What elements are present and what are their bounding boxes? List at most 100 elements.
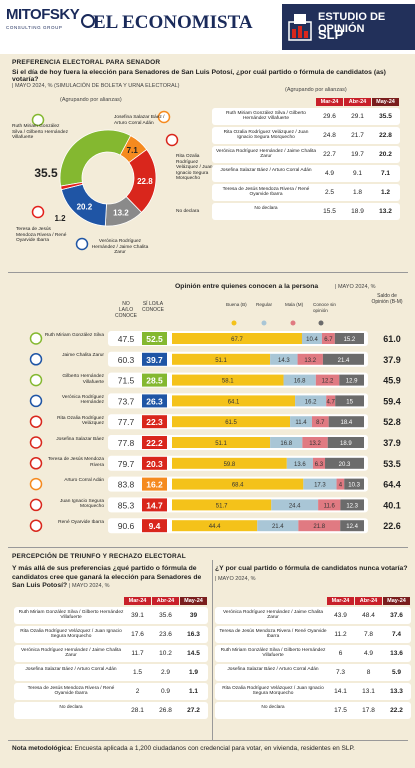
opinion-bar-label: 4.7 bbox=[327, 399, 336, 405]
table-col-header: May-24 bbox=[372, 98, 399, 106]
no-conoce-value: 90.6 bbox=[118, 521, 135, 531]
el-economista-logo: EL ECONOMISTA bbox=[93, 12, 253, 33]
table-row bbox=[212, 127, 400, 144]
opinion-bar-segment bbox=[295, 395, 327, 407]
party-logo-icon bbox=[29, 415, 43, 428]
opinion-bar-label: 64.1 bbox=[228, 399, 240, 405]
opinion-bar-segment bbox=[172, 457, 287, 469]
donut-label-rita: Rita Ozalia Rodríguez Velázquez / Juan I… bbox=[176, 154, 213, 182]
table-cell: 27.2 bbox=[187, 706, 200, 714]
si-conoce-value: 16.2 bbox=[146, 480, 163, 490]
opinion-bar-label: 8.7 bbox=[316, 420, 325, 426]
opinion-bar-segment bbox=[327, 437, 364, 448]
opinion-bar-segment bbox=[325, 457, 364, 469]
opinion-row-name: René Oyarvide Ibarra bbox=[58, 519, 104, 525]
table-row-label: Verónica Rodríguez Hernández / Jaime Cha… bbox=[21, 647, 121, 659]
saldo-value: 37.9 bbox=[383, 438, 401, 448]
table-cell: 4.9 bbox=[324, 169, 335, 177]
saldo-value: 22.6 bbox=[383, 521, 401, 531]
opinion-bar-label: 4 bbox=[339, 483, 343, 489]
opinion-row-name: Teresa de Jesús Mendoza Rivera bbox=[48, 457, 104, 468]
opinion-bar-segment bbox=[172, 333, 302, 344]
table-col-header: May-24 bbox=[180, 597, 207, 605]
opinion-bar-label: 16.8 bbox=[280, 441, 292, 447]
si-conoce-box bbox=[142, 519, 167, 533]
table-cell: 2.5 bbox=[324, 188, 335, 196]
table-row bbox=[212, 203, 400, 220]
table-row bbox=[14, 664, 208, 681]
divider bbox=[8, 547, 408, 548]
section1-question: Si el día de hoy fuera la elección para … bbox=[12, 69, 386, 83]
opinion-bar-segment bbox=[257, 520, 299, 532]
donut-caption: (Agrupando por alianzas) bbox=[60, 97, 122, 103]
table-row-label: Josefina Salazar Báez / Arturo Corral Ad… bbox=[25, 666, 117, 672]
table-row bbox=[14, 702, 208, 719]
opinion-bar-segment bbox=[172, 437, 271, 448]
table-cell: 2.9 bbox=[160, 668, 171, 676]
table-row bbox=[14, 683, 208, 700]
table-cell: 14.1 bbox=[334, 687, 347, 695]
si-conoce-box bbox=[142, 477, 167, 491]
legend-swatch bbox=[261, 320, 267, 326]
opinion-bar-label: 24.4 bbox=[289, 503, 301, 509]
donut-value-label: 1.2 bbox=[54, 214, 66, 223]
opinion-bar-segment bbox=[334, 333, 364, 344]
table-col-header: Mar-24 bbox=[327, 597, 354, 605]
opinion-bar-segment bbox=[344, 478, 364, 490]
table-cell: 22.8 bbox=[379, 131, 392, 139]
table-cell: 39.1 bbox=[131, 611, 144, 619]
table-cell: 15.5 bbox=[323, 207, 336, 215]
table-row bbox=[14, 626, 208, 643]
donut-label-josefina: Josefina Salazar Báez / Arturo Corral Ad… bbox=[114, 115, 165, 126]
opinion-bar-segment bbox=[172, 416, 291, 428]
si-conoce-box bbox=[142, 436, 167, 449]
opinion-bar-segment bbox=[315, 374, 340, 386]
divider bbox=[212, 560, 213, 740]
opinion-bar-segment bbox=[303, 478, 337, 490]
opinion-bar-segment bbox=[326, 395, 336, 407]
party-logo-icon bbox=[29, 373, 43, 387]
table-row bbox=[14, 645, 208, 662]
si-conoce-box bbox=[142, 415, 167, 429]
no-conoce-value: 79.7 bbox=[118, 459, 135, 469]
opinion-bar-segment bbox=[172, 499, 272, 511]
opinion-row-name: Jaime Chalita Zarur bbox=[62, 353, 104, 359]
opinion-bar-segment bbox=[270, 353, 298, 365]
no-conoce-value: 73.7 bbox=[118, 396, 135, 406]
opinion-title: Opinión entre quienes conocen a la perso… bbox=[175, 283, 319, 290]
table-cell: 22.2 bbox=[390, 706, 403, 714]
si-conoce-value: 52.5 bbox=[146, 334, 163, 344]
opinion-row-name: Juan Ignacio Segura Morquecho bbox=[59, 498, 104, 510]
table-col-header: Abr-24 bbox=[344, 98, 371, 106]
table-cell: 7.4 bbox=[391, 630, 402, 638]
opinion-bar-segment bbox=[172, 520, 258, 532]
donut-value-label: 13.2 bbox=[113, 209, 129, 218]
opinion-bar-segment bbox=[328, 416, 364, 428]
opinion-row-name: Verónica Rodríguez Hernández bbox=[61, 394, 104, 406]
opinion-bar-label: 21.4 bbox=[272, 524, 284, 530]
opinion-bar-label: 68.4 bbox=[232, 483, 244, 489]
party-logo-icon bbox=[29, 477, 43, 491]
party-logo-icon bbox=[29, 519, 43, 532]
table-cell: 5.9 bbox=[391, 668, 402, 676]
si-conoce-value: 22.2 bbox=[146, 438, 163, 448]
opinion-bar-segment bbox=[321, 333, 335, 344]
opinion-bar-label: 6.7 bbox=[324, 337, 333, 343]
opinion-bar-label: 20.3 bbox=[339, 462, 351, 468]
opinion-bar-segment bbox=[297, 353, 323, 365]
opinion-bar-segment bbox=[339, 374, 364, 386]
table-cell: 1.9 bbox=[188, 668, 199, 676]
table-row-label: Verónica Rodríguez Hernández / Jaime Cha… bbox=[216, 148, 316, 160]
saldo-value: 40.1 bbox=[383, 500, 401, 510]
table-cell: 24.8 bbox=[323, 131, 336, 139]
table-cell: 22.7 bbox=[323, 150, 336, 158]
donut-label-teresa: Teresa de Jesús Mendoza Rivera / René Oy… bbox=[16, 227, 67, 244]
saldo-value: 59.4 bbox=[383, 396, 401, 406]
opinion-bar-segment bbox=[312, 457, 326, 469]
party-logo-icon bbox=[165, 133, 179, 147]
table-cell: 13.3 bbox=[390, 687, 403, 695]
no-conoce-value: 83.8 bbox=[118, 480, 135, 490]
table-col-header: Abr-24 bbox=[355, 597, 382, 605]
table-cell: 7.3 bbox=[335, 668, 346, 676]
opinion-bar-segment bbox=[286, 457, 313, 469]
